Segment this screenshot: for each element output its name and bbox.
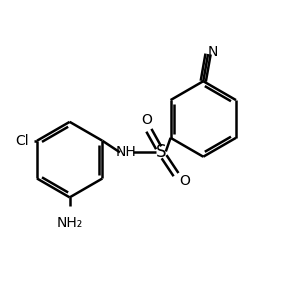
Text: NH₂: NH₂ (56, 216, 83, 230)
Text: N: N (208, 45, 218, 59)
Text: Cl: Cl (15, 134, 29, 148)
Text: O: O (141, 113, 152, 127)
Text: O: O (180, 174, 191, 188)
Text: S: S (156, 143, 166, 161)
Text: NH: NH (116, 145, 137, 159)
